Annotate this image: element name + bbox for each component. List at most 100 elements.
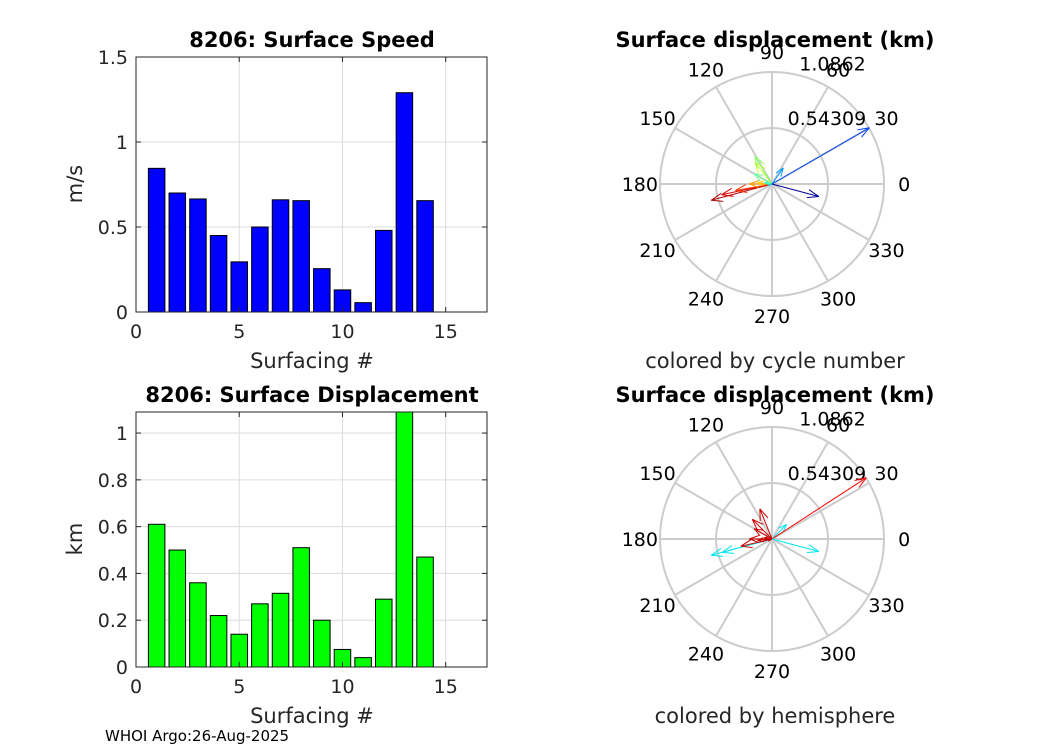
polar-cycle-vector (771, 127, 870, 185)
speed-y-axis-label: m/s (63, 165, 87, 203)
polar-hemisphere-vector (771, 538, 820, 554)
polar-cycle-vector-head (861, 127, 870, 138)
speed-bar (416, 200, 434, 313)
speed-bar (189, 198, 207, 313)
displacement-chart-title: 8206: Surface Displacement (145, 383, 478, 407)
polar-cycle-vector-shaft (754, 156, 773, 185)
speed-bar (147, 167, 166, 313)
displacement-ytick-label: 0.2 (98, 610, 128, 632)
polar-cycle-vector (735, 183, 773, 194)
displacement-bar (147, 523, 166, 668)
polar-cycle-vector-head (721, 187, 733, 196)
displacement-bar (189, 582, 207, 668)
polar-cycle-vector-shaft (711, 183, 773, 201)
polar-hemisphere-ring-label: 0.54309 (788, 463, 867, 485)
polar-cycle-ring (659, 71, 885, 297)
polar-cycle-vector-head (735, 184, 747, 191)
surface-displacement-chart: 8206: Surface Displacement Surfacing # k… (63, 383, 488, 728)
polar-cycle-vector-shaft (771, 183, 819, 198)
polar-hemisphere-angle-label: 300 (820, 643, 856, 665)
polar-cycle-angle-label: 60 (826, 60, 850, 82)
polar-hemisphere-vector-head (740, 545, 753, 549)
polar-cycle-vector-head (721, 194, 734, 197)
polar-cycle-angle-label: 0 (898, 174, 910, 196)
speed-axes-frame (135, 56, 488, 313)
displacement-ytick-label: 0 (116, 657, 128, 679)
displacement-ytick-label: 0.8 (98, 470, 128, 492)
polar-cycle-vector (764, 181, 773, 185)
displacement-bar (251, 603, 269, 668)
polar-hemisphere-caption: colored by hemisphere (655, 704, 896, 728)
polar-hemisphere-vector-head (854, 477, 867, 481)
surface-speed-chart: 8206: Surface Speed Surfacing # m/s 0 5 10… (63, 28, 488, 373)
polar-cycle-vector-head (749, 183, 760, 188)
polar-hemisphere-angle-label: 240 (688, 643, 724, 665)
displacement-bar (416, 556, 434, 668)
polar-cycle-angle-label: 180 (622, 174, 658, 196)
polar-hemisphere-vector (740, 538, 773, 549)
polar-cycle-angle-label: 300 (820, 288, 856, 310)
polar-cycle-vector-head (764, 182, 768, 185)
polar-hemisphere-vector-head (806, 551, 819, 554)
polar-hemisphere-angle-label: 120 (688, 415, 724, 437)
displacement-bar (292, 547, 310, 668)
displacement-ytick-label: 0.6 (98, 517, 128, 539)
polar-hemisphere-angle-label: 180 (622, 529, 658, 551)
polar-hemisphere-vector-head (754, 528, 764, 531)
polar-hemisphere-vector-shaft (771, 524, 787, 540)
displacement-ytick-label: 1 (116, 423, 128, 445)
polar-cycle-vector-head (780, 167, 784, 177)
polar-hemisphere-angle-label: 90 (760, 397, 784, 419)
polar-cycle-vector-head (757, 182, 764, 186)
speed-xtick-label: 5 (233, 321, 245, 343)
speed-bar (395, 92, 414, 313)
polar-cycle-vector-head (735, 189, 748, 194)
polar-hemisphere-vector-head (749, 535, 760, 540)
polar-cycle-vector-head (754, 173, 764, 176)
polar-cycle-vector-head (857, 127, 870, 131)
speed-ytick-label: 0.5 (98, 217, 128, 239)
polar-hemisphere-vector-head (749, 538, 760, 543)
polar-cycle-vector-head (808, 189, 820, 197)
polar-cycle-vector-shaft (753, 173, 773, 185)
polar-cycle-angle-label: 150 (639, 108, 675, 130)
polar-hemisphere-angle-label: 60 (826, 415, 850, 437)
displacement-xtick-label: 0 (130, 676, 142, 698)
displacement-bar (209, 615, 228, 668)
polar-hemisphere-title: Surface displacement (km) (615, 383, 934, 407)
speed-ytick-label: 1 (116, 132, 128, 154)
displacement-axes-frame (135, 411, 488, 668)
polar-cycle-vector-head (754, 156, 758, 169)
polar-cycle-caption: colored by cycle number (645, 349, 905, 373)
speed-bar (292, 200, 310, 313)
polar-hemisphere-angle-label: 30 (874, 463, 898, 485)
polar-cycle-vector-head (711, 199, 724, 202)
polar-cycle-chart: Surface displacement (km) colored by cyc… (615, 28, 934, 373)
polar-hemisphere-vector (767, 538, 773, 542)
polar-cycle-vector (754, 156, 773, 185)
polar-hemisphere-vector-head (710, 547, 722, 556)
polar-hemisphere-vector-shaft (753, 528, 773, 540)
speed-bar (209, 235, 228, 313)
polar-hemisphere-vector-head (757, 539, 765, 543)
speed-bar (230, 261, 248, 313)
displacement-xtick-label: 15 (434, 676, 458, 698)
polar-cycle-angle-label: 210 (639, 240, 675, 262)
polar-hemisphere-vector-shaft (751, 518, 773, 540)
polar-cycle-vector-shaft (771, 127, 870, 185)
speed-ytick-label: 0 (116, 302, 128, 324)
speed-xtick-label: 15 (434, 321, 458, 343)
polar-cycle-title: Surface displacement (km) (615, 28, 934, 52)
polar-cycle-vector (721, 183, 773, 197)
polar-hemisphere-angle-label: 0 (898, 529, 910, 551)
polar-hemisphere-vector (759, 508, 773, 540)
speed-xtick-label: 0 (130, 321, 142, 343)
polar-hemisphere-vector-head (721, 545, 733, 553)
polar-hemisphere-vector-head (752, 518, 764, 525)
polar-hemisphere-vector (764, 536, 773, 540)
polar-hemisphere-vector-head (740, 539, 752, 547)
speed-chart-title: 8206: Surface Speed (189, 28, 435, 52)
displacement-plot-area (136, 412, 487, 667)
speed-ytick-label: 1.5 (98, 47, 128, 69)
